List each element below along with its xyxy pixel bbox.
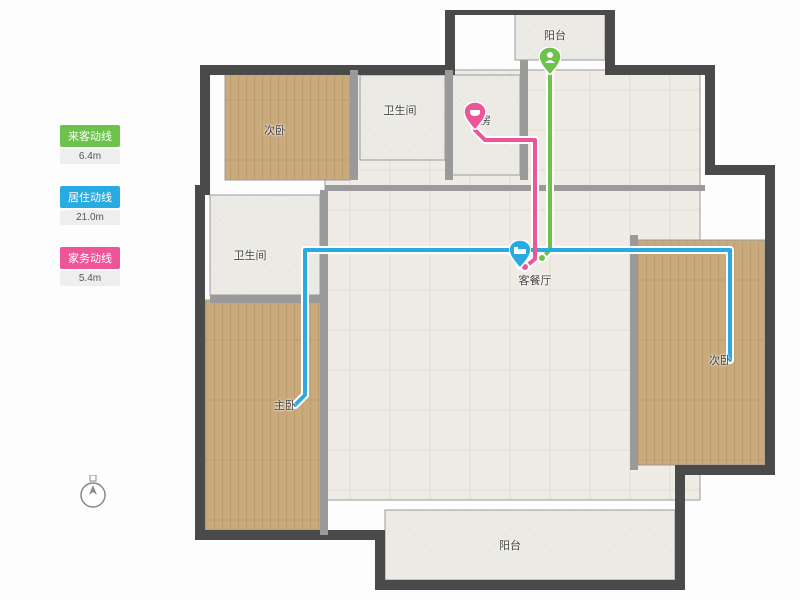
room-label: 次卧: [709, 352, 731, 368]
legend-value: 6.4m: [60, 149, 120, 164]
legend-item-living: 居住动线 21.0m: [60, 186, 120, 225]
room-label: 阳台: [544, 27, 566, 43]
floorplan: 阳台次卧卫生间厨房卫生间客餐厅主卧次卧阳台: [190, 10, 780, 590]
legend-label: 居住动线: [60, 186, 120, 208]
floorplan-svg: [190, 10, 780, 590]
room-label: 客餐厅: [519, 272, 552, 288]
living-marker: [509, 240, 531, 268]
room-label: 阳台: [499, 537, 521, 553]
legend-label: 家务动线: [60, 247, 120, 269]
room-label: 卫生间: [234, 247, 267, 263]
room-label: 卫生间: [384, 102, 417, 118]
room-label: 主卧: [274, 397, 296, 413]
legend-label: 来客动线: [60, 125, 120, 147]
legend-item-chore: 家务动线 5.4m: [60, 247, 120, 286]
entry-marker: [539, 47, 561, 75]
kitchen-marker: [464, 102, 486, 130]
legend-value: 21.0m: [60, 210, 120, 225]
compass-icon: [78, 475, 108, 505]
legend: 来客动线 6.4m 居住动线 21.0m 家务动线 5.4m: [60, 125, 120, 308]
room-label: 次卧: [264, 122, 286, 138]
legend-item-guest: 来客动线 6.4m: [60, 125, 120, 164]
legend-value: 5.4m: [60, 271, 120, 286]
